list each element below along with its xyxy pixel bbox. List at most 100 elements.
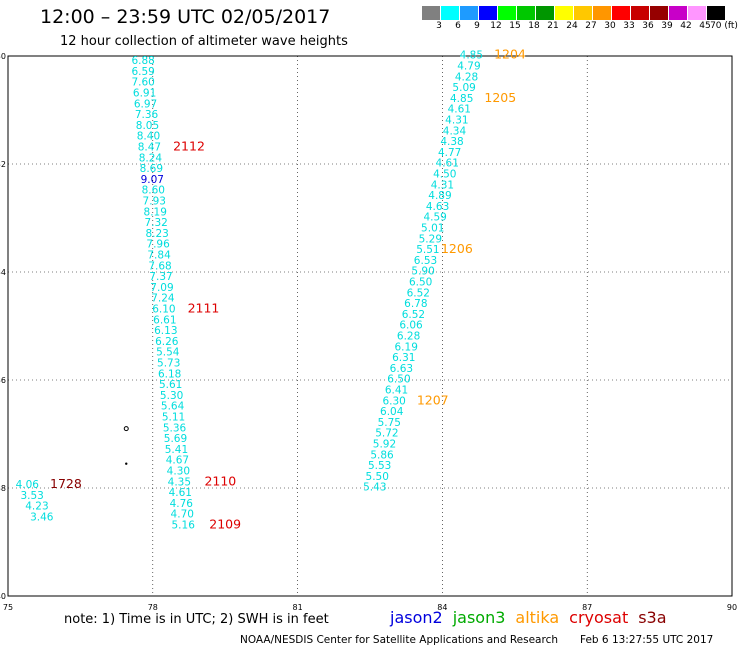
wave-height-label: 6.41 (385, 385, 408, 397)
wave-height-label: 4.79 (457, 61, 480, 73)
wave-height-label: 5.54 (156, 347, 180, 359)
color-scale-swatch (707, 6, 726, 20)
wave-height-label: 6.78 (404, 298, 427, 310)
wave-height-label: 8.40 (137, 131, 160, 143)
color-scale-label: 9 (474, 21, 480, 31)
wave-height-label: 5.72 (375, 428, 398, 440)
footer-note: note: 1) Time is in UTC; 2) SWH is in fe… (64, 612, 329, 627)
wave-height-label: 6.28 (397, 331, 420, 343)
wave-height-color-scale (422, 6, 726, 20)
wave-height-label: 6.50 (387, 374, 410, 386)
wave-height-label: 6.52 (402, 309, 425, 321)
wave-height-label: 6.10 (152, 304, 175, 316)
color-scale-swatch (593, 6, 612, 20)
satellite-legend: jason2 jason3 altika cryosat s3a (390, 608, 677, 627)
wave-height-label: 6.18 (158, 368, 181, 380)
wave-height-label: 6.97 (134, 98, 157, 110)
wave-height-label: 4.59 (423, 212, 446, 224)
time-label: 1205 (484, 90, 516, 105)
footer-credit: NOAA/NESDIS Center for Satellite Applica… (240, 634, 558, 646)
wave-height-label: 4.61 (169, 487, 192, 499)
wave-height-label: 8.47 (138, 142, 161, 154)
y-tick-label: -38 (0, 484, 6, 493)
wave-height-label: 4.31 (431, 179, 454, 191)
color-scale-label: 33 (623, 21, 635, 31)
wave-height-label: 4.34 (443, 125, 467, 137)
wave-height-label: 5.64 (161, 401, 185, 413)
x-tick-label: 75 (3, 603, 13, 612)
wave-height-label: 7.36 (135, 109, 159, 121)
wave-height-label: 4.30 (167, 466, 190, 478)
wave-height-label: 7.09 (150, 282, 173, 294)
wave-height-label: 5.61 (159, 379, 182, 391)
wave-height-label: 5.51 (416, 244, 439, 256)
color-scale-swatch (441, 6, 460, 20)
chart-subtitle: 12 hour collection of altimeter wave hei… (60, 34, 348, 49)
wave-height-label: 4.77 (438, 147, 461, 159)
wave-height-label: 6.91 (133, 88, 156, 100)
x-tick-label: 81 (293, 603, 303, 612)
wave-height-label: 4.70 (171, 509, 194, 521)
color-scale-swatch (574, 6, 593, 20)
color-scale-swatch (460, 6, 479, 20)
wave-height-label: 4.61 (436, 158, 459, 170)
wave-height-label: 7.68 (148, 260, 171, 272)
color-scale-swatch (422, 6, 441, 20)
wave-height-label: 5.53 (368, 460, 391, 472)
wave-height-label: 5.36 (163, 422, 187, 434)
wave-height-label: 5.01 (421, 223, 444, 235)
y-tick-label: -30 (0, 52, 6, 61)
wave-height-label: 8.19 (144, 206, 167, 218)
color-scale-label: 6 (455, 21, 461, 31)
wave-height-label: 5.29 (419, 233, 442, 245)
legend-item-cryosat: cryosat (569, 608, 629, 627)
wave-height-label: 6.30 (382, 395, 405, 407)
time-label: 1728 (50, 476, 82, 491)
wave-height-label: 5.90 (411, 266, 434, 278)
color-scale-swatch (555, 6, 574, 20)
wave-height-label: 5.16 (172, 520, 196, 532)
y-tick-label: -36 (0, 376, 6, 385)
color-scale-label: 27 (585, 21, 597, 31)
y-tick-label: -32 (0, 160, 6, 169)
legend-item-jason3: jason3 (452, 608, 506, 627)
wave-height-label: 7.24 (151, 293, 175, 305)
wave-height-label: 7.84 (147, 250, 171, 262)
wave-height-label: 7.96 (146, 239, 170, 251)
wave-height-label: 6.59 (131, 66, 154, 78)
wave-height-label: 6.26 (155, 336, 179, 348)
wave-height-label: 9.07 (141, 174, 164, 186)
time-label: 1204 (494, 47, 526, 62)
wave-height-label: 4.28 (455, 71, 478, 83)
marker-dot (125, 462, 128, 465)
x-tick-label: 78 (148, 603, 158, 612)
color-scale-labels: 3 6 9 12 15 18 21 24 27 30 33 36 39 42 45 70 (ft) (422, 21, 740, 35)
wave-height-label: 7.37 (149, 271, 172, 283)
wave-height-label: 6.13 (154, 325, 177, 337)
wave-height-label: 7.32 (144, 217, 167, 229)
wave-height-label: 8.23 (145, 228, 168, 240)
wave-height-label: 5.92 (373, 439, 396, 451)
chart-title: 12:00 – 23:59 UTC 02/05/2017 (40, 6, 331, 28)
wave-height-label: 5.43 (363, 482, 386, 494)
legend-item-altika: altika (515, 608, 560, 627)
wave-height-label: 4.50 (433, 169, 456, 181)
wave-height-label: 8.60 (142, 185, 165, 197)
color-scale-swatch (479, 6, 498, 20)
color-scale-swatch (517, 6, 536, 20)
color-scale-label: 70 (ft) (710, 21, 738, 31)
color-scale-swatch (650, 6, 669, 20)
wave-height-label: 4.85 (460, 50, 483, 62)
y-tick-label: -34 (0, 268, 6, 277)
wave-height-label: 4.06 (16, 479, 40, 491)
wave-height-label: 4.85 (450, 93, 473, 105)
wave-height-label: 4.89 (428, 190, 451, 202)
legend-item-s3a: s3a (638, 608, 667, 627)
wave-height-label: 4.35 (168, 476, 191, 488)
wave-height-label: 8.69 (140, 163, 163, 175)
wave-height-label: 5.30 (160, 390, 183, 402)
color-scale-swatch (498, 6, 517, 20)
wave-height-label: 4.31 (445, 115, 468, 127)
time-label: 2109 (209, 517, 241, 532)
